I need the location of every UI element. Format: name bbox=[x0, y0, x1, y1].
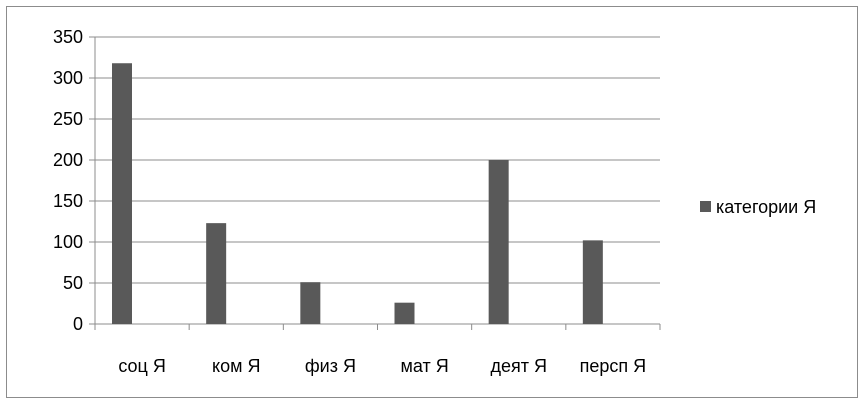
y-tick-label: 250 bbox=[53, 109, 83, 129]
y-tick-label: 300 bbox=[53, 68, 83, 88]
x-tick-label: физ Я bbox=[305, 356, 356, 376]
x-axis: соц Я ком Я физ Я мат Я деят Я персп Я bbox=[94, 323, 661, 376]
bar bbox=[394, 302, 415, 324]
legend-swatch bbox=[700, 201, 711, 212]
bar bbox=[300, 282, 321, 324]
y-tick-label: 100 bbox=[53, 232, 83, 252]
x-tick-label: ком Я bbox=[212, 356, 260, 376]
y-tick-label: 50 bbox=[63, 273, 83, 293]
bars bbox=[112, 63, 603, 325]
x-tick-label: соц Я bbox=[118, 356, 166, 376]
y-axis: 0 50 100 150 200 250 300 350 bbox=[53, 27, 96, 334]
y-tick-label: 350 bbox=[53, 27, 83, 47]
bar bbox=[488, 160, 509, 324]
x-tick-label: деят Я bbox=[490, 356, 547, 376]
bar bbox=[112, 63, 132, 325]
y-tick-label: 0 bbox=[73, 314, 83, 334]
x-tick-label: персп Я bbox=[580, 356, 647, 376]
x-tick-label: мат Я bbox=[400, 356, 448, 376]
legend-label: категории Я bbox=[716, 197, 816, 217]
y-tick-label: 150 bbox=[53, 191, 83, 211]
gridlines bbox=[95, 36, 660, 325]
bar bbox=[582, 240, 603, 324]
legend: категории Я bbox=[700, 197, 816, 217]
y-tick-label: 200 bbox=[53, 150, 83, 170]
chart-frame bbox=[6, 6, 858, 398]
bar bbox=[206, 223, 227, 324]
